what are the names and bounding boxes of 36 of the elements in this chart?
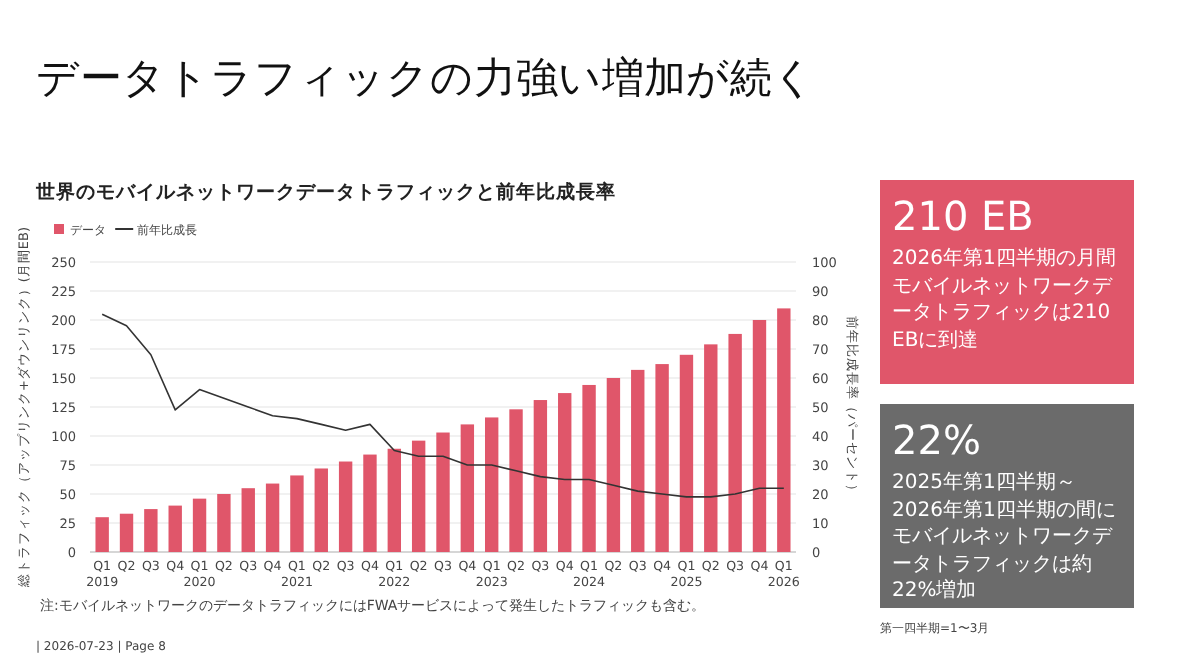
bar [144,509,158,552]
bar [679,354,694,552]
bar [411,440,426,552]
bar [631,369,645,552]
line-series [101,313,785,498]
bar [168,505,182,552]
bar [192,498,207,552]
bar [728,333,742,552]
bar [387,448,402,552]
bar [265,483,280,552]
text: 22% [892,416,983,464]
bar [119,513,134,552]
bar [558,393,572,552]
bar [509,409,523,552]
text: 2025年第1四半期～2026年第1四半期の間にモバイルネットワークデータトラフィックは約22%増加 [892,470,1118,605]
bar [582,384,596,552]
chart-title: データトラフィックの力強い増加が続く [36,54,816,102]
text: 2026年第1四半期の月間モバイルネットワークデータトラフィックは210 EBに到達 [892,246,1118,354]
bar [777,308,791,552]
bar [460,424,475,552]
bar [338,461,353,552]
bar [217,494,231,552]
chart-subtitle: 世界のモバイルネットワークデータトラフィックと前年比成長率 [34,180,616,204]
bar [655,364,669,552]
bar [290,475,304,552]
bar [606,378,621,552]
bar [95,517,109,552]
bar [241,488,255,552]
bar [363,454,377,552]
bar [314,468,328,552]
text: 210 EB [892,192,1036,240]
bar [704,344,718,552]
bar [436,432,450,552]
bar [752,320,767,552]
bar [484,417,499,552]
bar [533,400,548,552]
